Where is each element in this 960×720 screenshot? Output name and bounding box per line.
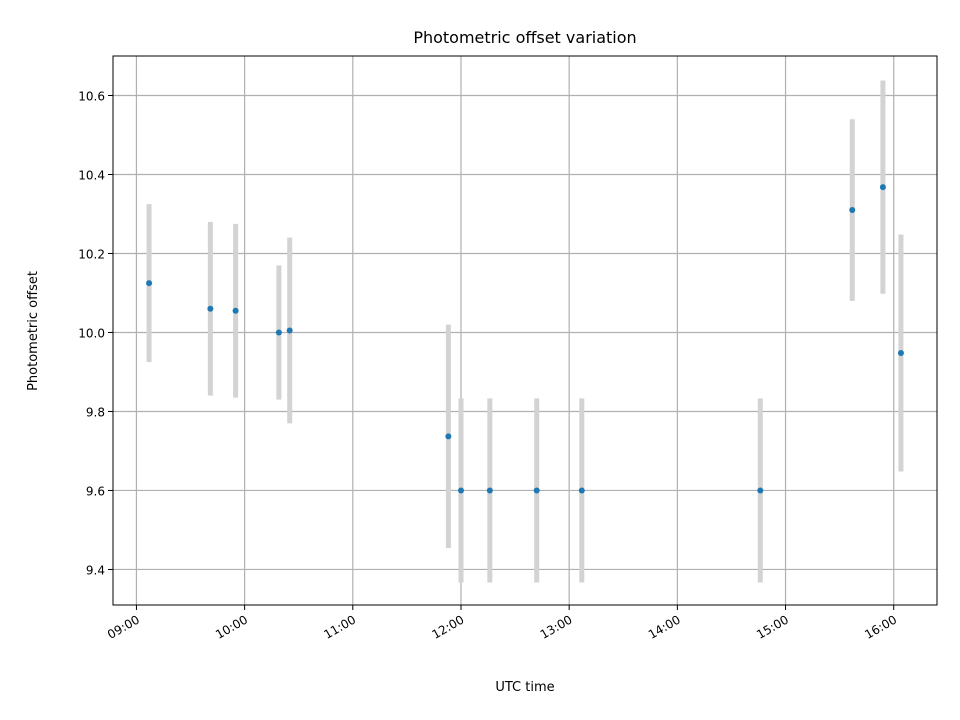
y-tick-label: 10.6 <box>78 89 105 103</box>
data-markers <box>146 184 904 494</box>
data-point <box>486 487 493 494</box>
data-point <box>757 487 764 494</box>
y-tick-label: 9.8 <box>86 405 105 419</box>
data-point <box>849 207 856 214</box>
y-tick-label: 10.2 <box>78 247 105 261</box>
data-point <box>533 487 540 494</box>
y-tick-label: 10.4 <box>78 168 105 182</box>
y-tick-label: 10.0 <box>78 326 105 340</box>
y-axis-ticks: 9.4 9.6 9.8 10.0 10.2 10.4 10.6 <box>78 89 113 577</box>
y-axis-label: Photometric offset <box>26 271 41 391</box>
chart-title: Photometric offset variation <box>413 28 636 47</box>
y-tick-label: 9.4 <box>86 563 105 577</box>
data-point <box>286 327 293 334</box>
data-point <box>146 280 153 287</box>
data-point <box>578 487 585 494</box>
data-point <box>445 433 452 440</box>
data-point <box>232 307 239 314</box>
grid <box>113 56 937 605</box>
x-axis-label: UTC time <box>495 680 554 695</box>
data-point <box>207 305 214 312</box>
y-tick-label: 9.6 <box>86 484 105 498</box>
data-point <box>879 184 886 191</box>
data-point <box>897 350 904 357</box>
data-point <box>457 487 464 494</box>
plot-frame <box>112 55 938 606</box>
data-point <box>275 329 282 336</box>
